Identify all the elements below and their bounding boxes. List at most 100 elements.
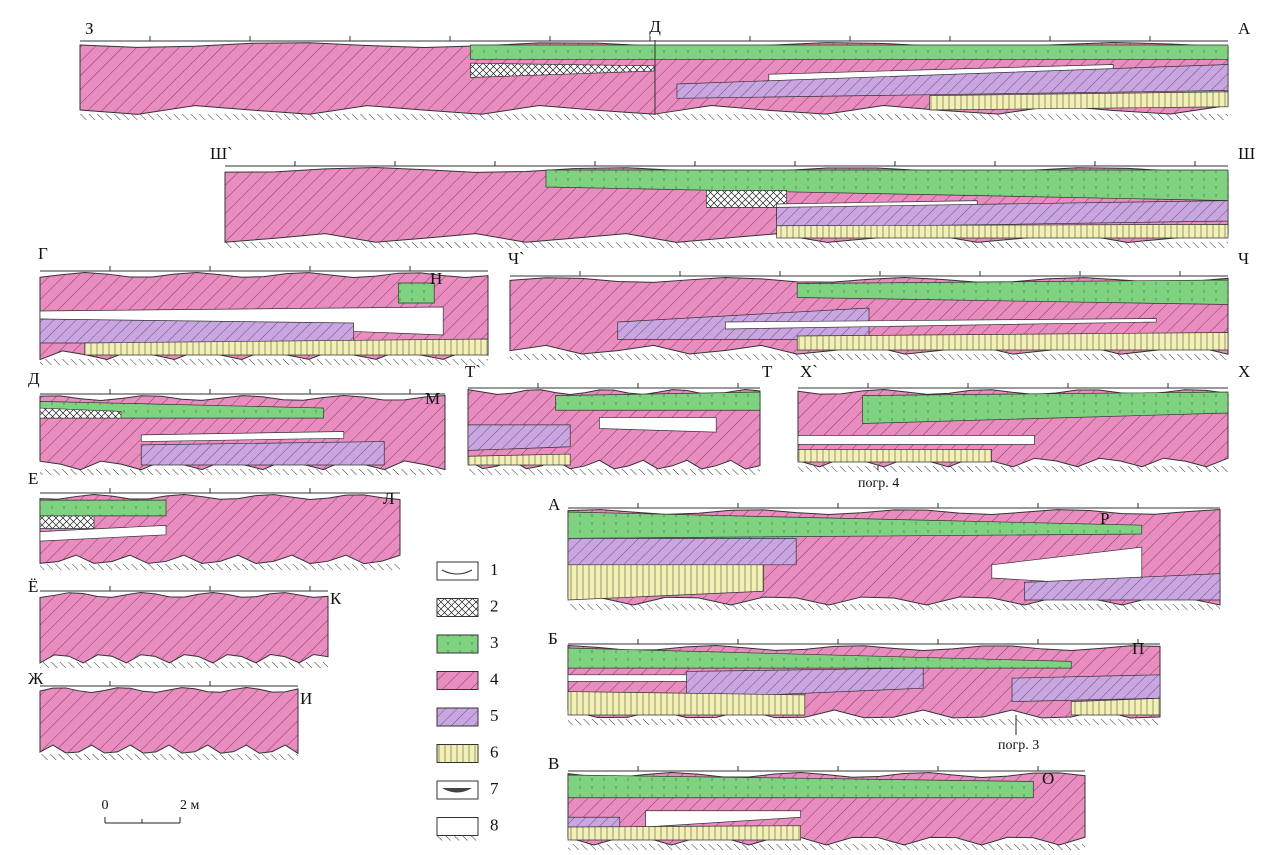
base-hatch <box>568 719 1160 725</box>
layer <box>796 279 1229 305</box>
layer <box>555 391 761 411</box>
layer <box>796 332 1229 351</box>
layer <box>862 391 1229 424</box>
legend-swatch <box>436 707 479 727</box>
layer <box>39 515 95 529</box>
layer <box>467 424 571 451</box>
base-hatch <box>568 844 1085 850</box>
legend-icon <box>442 788 472 793</box>
section: ЕЛ <box>28 469 401 570</box>
section-label: А <box>1238 19 1251 38</box>
legend-swatch <box>436 561 479 581</box>
section-label: В <box>548 754 559 773</box>
layer <box>1024 573 1221 601</box>
base-hatch <box>40 564 400 570</box>
section: ЖИ <box>28 669 312 760</box>
layer <box>686 667 924 699</box>
section-label: Б <box>548 629 558 648</box>
section-label: Т` <box>465 362 481 381</box>
section: ДМ <box>28 369 446 475</box>
legend-label: 1 <box>490 560 499 579</box>
section-label: Л <box>383 489 395 508</box>
layer <box>645 810 802 828</box>
section-label: Е <box>28 469 38 488</box>
layer <box>140 431 345 442</box>
legend-label: 5 <box>490 706 499 725</box>
base-hatch <box>40 754 298 760</box>
layer-4 <box>39 686 299 755</box>
layer <box>797 449 992 463</box>
layer <box>467 453 571 466</box>
section-label: Х <box>1238 362 1250 381</box>
layer <box>725 318 1157 330</box>
legend: 1 2 3 4 5 6 7 8 <box>436 560 499 841</box>
base-hatch <box>798 466 1228 472</box>
legend-icon <box>437 835 478 841</box>
marker-label: Д <box>649 17 661 36</box>
base-hatch <box>80 114 1228 120</box>
section-label: Р <box>1100 509 1109 528</box>
layer <box>776 200 1229 229</box>
scale-end: 2 м <box>180 798 200 813</box>
section: Ш` Ш <box>210 144 1255 248</box>
layer <box>676 64 1229 99</box>
layer <box>39 499 167 517</box>
legend-swatch <box>436 671 479 690</box>
layer <box>599 417 717 433</box>
legend-icon <box>441 569 473 575</box>
layer <box>398 282 435 304</box>
layer <box>39 524 167 542</box>
section: БП <box>548 629 1161 725</box>
section-label: Ш` <box>210 144 233 163</box>
section: Т` Т <box>465 362 773 475</box>
base-hatch <box>40 469 445 475</box>
layer <box>567 691 806 716</box>
section-label: Ё <box>28 577 38 596</box>
legend-swatch <box>436 817 479 836</box>
section-label: З <box>85 19 94 38</box>
layer <box>1011 674 1161 702</box>
section-label: И <box>300 689 312 708</box>
section-label: Ч <box>1238 249 1249 268</box>
layer <box>469 62 655 78</box>
section-label: А <box>548 495 561 514</box>
layer <box>39 407 122 419</box>
legend-label: 4 <box>490 669 499 688</box>
base-hatch <box>40 359 488 365</box>
layer <box>929 91 1229 111</box>
section: Ч` Ч <box>508 249 1249 360</box>
layer <box>567 564 764 601</box>
section-label: Ш <box>1238 144 1255 163</box>
legend-label: 2 <box>490 596 499 615</box>
section-label: Г <box>38 244 48 263</box>
legend-label: 7 <box>490 779 499 798</box>
base-hatch <box>40 662 328 668</box>
base-hatch <box>225 242 1228 248</box>
layer <box>140 441 385 466</box>
base-hatch <box>568 604 1220 610</box>
legend-swatch <box>436 598 479 617</box>
legend-label: 8 <box>490 815 499 834</box>
section-label: Н <box>430 269 442 288</box>
section: ЁК <box>28 577 342 668</box>
layer <box>567 825 802 841</box>
legend-swatch <box>436 634 479 654</box>
section-label: Ж <box>28 669 44 688</box>
layer <box>706 190 788 208</box>
layer <box>567 774 1034 799</box>
layer-4 <box>39 591 329 664</box>
annotation: погр. 4 <box>858 476 899 491</box>
legend-label: 6 <box>490 742 499 761</box>
section-label: Ч` <box>508 249 525 268</box>
section: АР <box>548 495 1221 610</box>
section-label: П <box>1132 639 1144 658</box>
layer <box>567 647 1072 669</box>
layer <box>776 224 1229 239</box>
layer <box>1070 697 1161 716</box>
legend-swatch <box>436 744 479 763</box>
layer <box>469 44 1229 60</box>
base-hatch <box>468 469 760 475</box>
